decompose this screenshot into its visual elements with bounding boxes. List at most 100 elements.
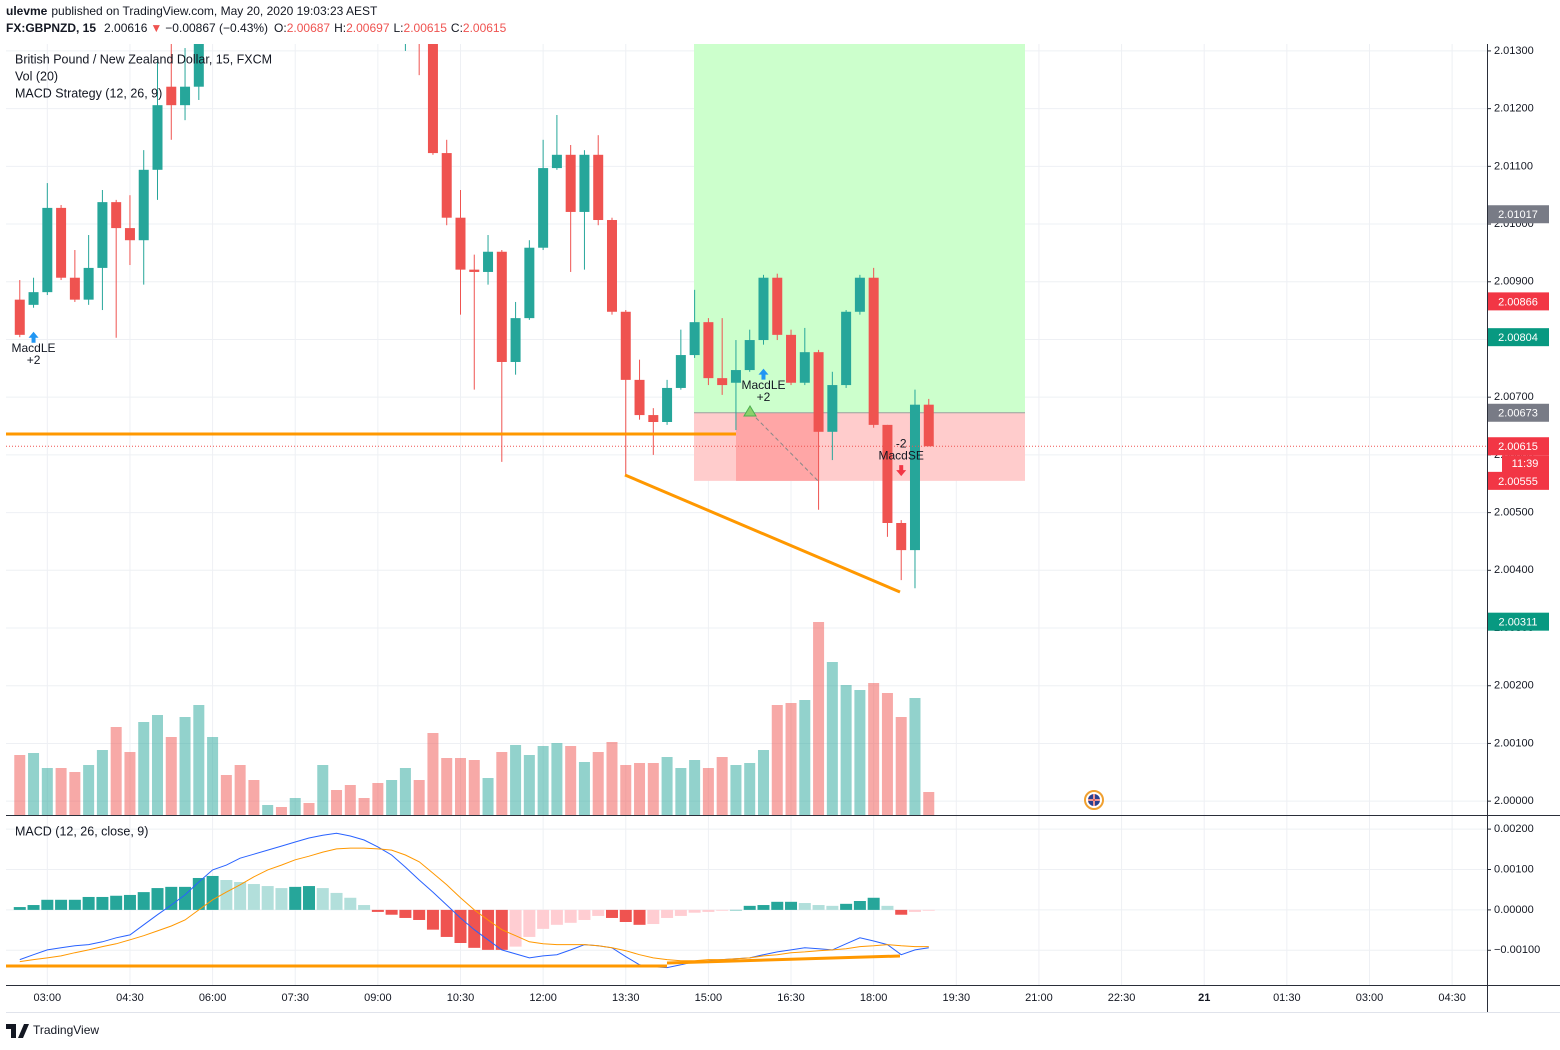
x-tick-label: 19:30: [943, 992, 971, 1004]
candle-body: [469, 269, 480, 272]
macd-histogram-bar: [743, 905, 756, 910]
macd-histogram-bar: [688, 909, 701, 913]
ohlc-key: L:: [394, 21, 404, 35]
candle-body: [42, 207, 53, 293]
volume-bar: [647, 763, 659, 815]
macd-histogram-bar: [578, 909, 591, 920]
y-tick-label: 2.00000: [1494, 795, 1534, 807]
macd-histogram-bar: [454, 909, 467, 943]
macd-histogram-bar: [647, 909, 660, 925]
candle-body: [868, 277, 879, 425]
y-tick-label: 2.01100: [1494, 160, 1533, 172]
macd-histogram-bar: [344, 897, 357, 910]
logo-mark: [6, 1024, 29, 1038]
ohlc-value: 2.00687: [287, 21, 331, 35]
volume-bar: [578, 762, 590, 815]
volume-bar: [881, 693, 893, 815]
brand-logo: TradingView: [6, 1023, 99, 1038]
macd-histogram-bar: [771, 901, 784, 910]
macd-histogram-bar: [41, 899, 54, 910]
x-tick-label: 21: [1198, 992, 1210, 1004]
price-pane: [6, 44, 1487, 815]
volume-bar: [275, 807, 287, 815]
candle-body: [441, 153, 452, 218]
volume-bar: [496, 752, 508, 815]
volume-bar: [482, 778, 494, 815]
signal-arrow: [896, 465, 907, 477]
trend-line: [624, 473, 901, 594]
macd-histogram-bar: [729, 909, 742, 911]
macd-histogram-bar: [619, 909, 632, 922]
candle-body: [455, 217, 466, 270]
ohlc-value: 2.00615: [463, 21, 507, 35]
volume-bar: [41, 768, 53, 815]
candle-body: [152, 105, 163, 170]
symbol: FX:GBPNZD, 15: [6, 21, 96, 35]
published: published on TradingView.com, May 20, 20…: [51, 4, 378, 18]
macd-histogram-bar: [206, 875, 219, 910]
candle-body: [662, 387, 673, 422]
macd-histogram-bar: [96, 896, 109, 910]
y-tick-label: 2.01200: [1494, 103, 1534, 115]
macd-histogram-bar: [812, 905, 825, 910]
macd-histogram-bar: [165, 886, 178, 910]
volume-bar: [730, 765, 742, 815]
x-tick-label: 09:00: [364, 992, 392, 1004]
x-tick-label: 15:00: [695, 992, 723, 1004]
x-tick-label: 10:30: [447, 992, 475, 1004]
price-label-box: [1488, 612, 1549, 631]
macd-histogram-bar: [68, 899, 81, 910]
x-tick-label: 07:30: [281, 992, 309, 1004]
volume-bar: [110, 727, 122, 815]
x-tick-label: 03:00: [34, 992, 62, 1004]
candle-body: [730, 370, 741, 383]
volume-bar: [854, 690, 866, 815]
volume-bar: [868, 683, 880, 815]
brand: TradingView: [33, 1023, 99, 1037]
volume-bar: [331, 790, 343, 815]
signal-label: MacdLE: [741, 378, 785, 392]
volume-bar: [689, 760, 701, 815]
candle-body: [786, 334, 797, 383]
macd-histogram-bar: [661, 909, 674, 918]
volume-bar: [675, 768, 687, 815]
volume-bar: [592, 752, 604, 815]
volume-bar: [303, 803, 315, 815]
volume-bar: [207, 737, 219, 815]
candle-body: [56, 207, 67, 278]
macd-histogram-bar: [523, 909, 536, 937]
candle-body: [593, 154, 604, 221]
volume-bar: [468, 760, 480, 815]
candle-body: [896, 522, 907, 551]
macd-histogram-bar: [895, 909, 908, 915]
volume-bar: [771, 705, 783, 815]
price-label: 2.00866: [1498, 296, 1538, 308]
y-tick-label: 2.00700: [1494, 391, 1534, 403]
signal-label: MacdSE: [879, 448, 924, 462]
x-tick-label: 04:30: [1438, 992, 1466, 1004]
macd-histogram-bar: [922, 909, 935, 911]
candle-body: [551, 154, 562, 169]
macd-histogram-bar: [261, 886, 274, 910]
candle-body: [758, 277, 769, 341]
legend-volume: Vol (20): [15, 69, 58, 83]
price-label: 2.00311: [1499, 617, 1538, 629]
volume-bar: [386, 780, 398, 815]
volume-bar: [399, 768, 411, 815]
volume-bar: [799, 700, 811, 815]
ohlc-key: O:: [274, 21, 287, 35]
macd-histogram-bar: [605, 909, 618, 918]
candle-body: [841, 311, 852, 386]
legend-strategy: MACD Strategy (12, 26, 9): [15, 86, 162, 100]
candle-body: [538, 168, 549, 248]
header-line: ulevme published on TradingView.com, May …: [6, 4, 378, 18]
x-tick-label: 16:30: [777, 992, 805, 1004]
macd-histogram-bar: [385, 909, 398, 915]
macd-histogram-bar: [220, 880, 233, 910]
price-label-box: [1488, 328, 1549, 347]
macd-histogram-bar: [330, 892, 343, 910]
ohlc-key: C:: [451, 21, 463, 35]
macd-histogram-bar: [399, 909, 412, 918]
macd-histogram-bar: [757, 905, 770, 910]
candle-body: [510, 318, 521, 362]
